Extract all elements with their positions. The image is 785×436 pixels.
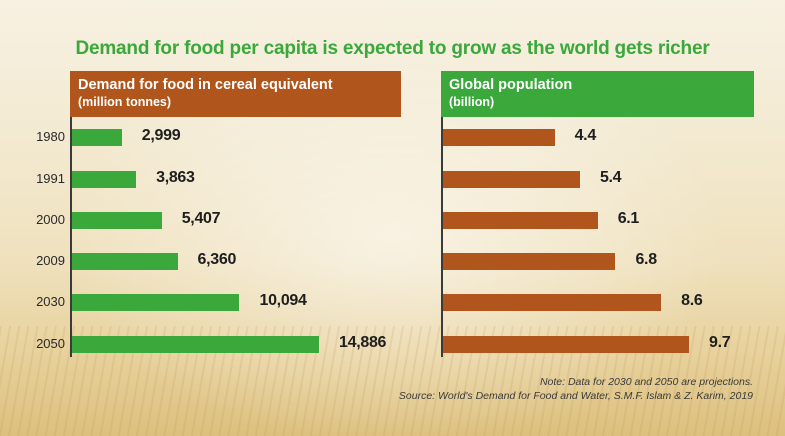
population-value-2009: 6.8 [635, 251, 657, 268]
year-label-2009: 2009 [36, 253, 65, 268]
food-demand-bar-2000 [72, 211, 162, 229]
food-demand-bar-2009 [72, 252, 178, 270]
food-demand-axis-line [70, 117, 72, 357]
year-label-2000: 2000 [36, 212, 65, 227]
food-demand-bar-2050 [72, 335, 319, 353]
food-demand-bar-2030 [72, 293, 240, 311]
food-demand-bar-1980 [72, 128, 122, 146]
population-value-2000: 6.1 [617, 210, 640, 227]
food-demand-header: Demand for food in cereal equivalent (mi… [70, 71, 401, 117]
food-demand-bar-1991 [72, 170, 137, 188]
year-label-2050: 2050 [36, 336, 65, 351]
population-bar-2009 [443, 252, 616, 270]
projection-note: Note: Data for 2030 and 2050 are project… [539, 376, 753, 388]
chart-title: Demand for food per capita is expected t… [75, 38, 710, 59]
population-bar-2050 [443, 335, 689, 353]
population-bar-1980 [443, 128, 555, 146]
population-unit: (billion) [449, 95, 495, 109]
population-bar-1991 [443, 170, 580, 188]
year-label-1980: 1980 [36, 129, 65, 144]
population-value-1991: 5.4 [599, 169, 622, 186]
food-demand-title: Demand for food in cereal equivalent [78, 77, 333, 93]
food-demand-value-1991: 3,863 [156, 169, 195, 186]
population-value-1980: 4.4 [574, 127, 597, 144]
food-demand-value-2000: 5,407 [181, 210, 221, 227]
food-demand-unit: (million tonnes) [78, 95, 172, 109]
year-label-1991: 1991 [36, 171, 65, 186]
food-demand-value-2050: 14,886 [339, 334, 387, 351]
population-bar-2000 [443, 211, 598, 229]
food-demand-value-2030: 10,094 [259, 292, 307, 309]
year-label-2030: 2030 [36, 294, 65, 309]
population-value-2050: 9.7 [709, 334, 731, 351]
source-note: Source: World's Demand for Food and Wate… [398, 390, 753, 402]
population-value-2030: 8.6 [681, 292, 703, 309]
population-title: Global population [449, 77, 573, 93]
food-demand-value-1980: 2,999 [141, 127, 181, 144]
food-demand-value-2009: 6,360 [197, 251, 237, 268]
population-bar-2030 [443, 293, 662, 311]
population-header: Global population (billion) [441, 71, 754, 117]
population-axis-line [441, 117, 443, 357]
